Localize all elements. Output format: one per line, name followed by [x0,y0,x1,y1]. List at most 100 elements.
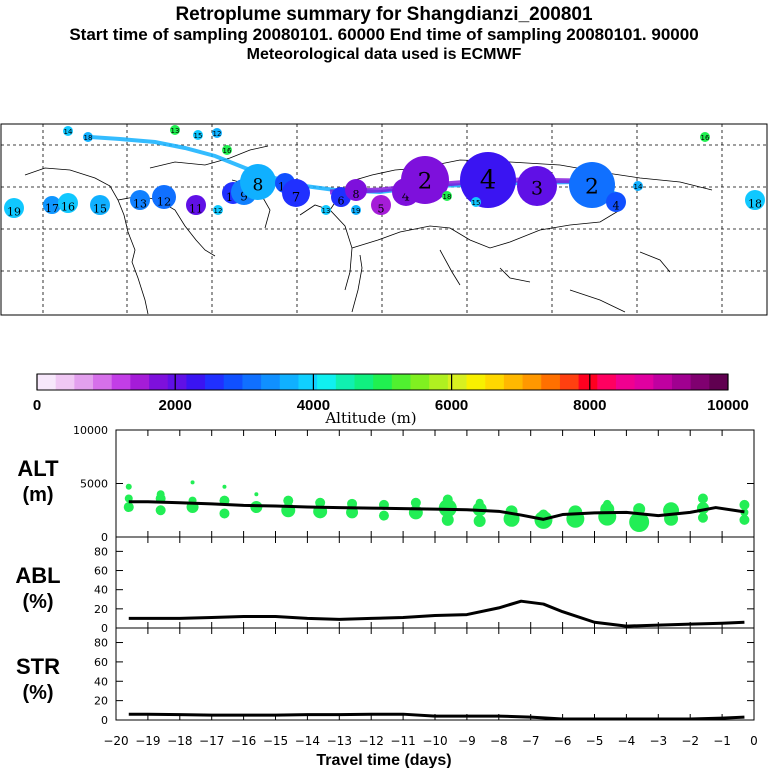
small-cluster-marker [321,205,331,215]
small-cluster-marker [193,130,203,140]
altitude-dot [603,499,612,508]
colorbar-swatch [298,374,318,390]
alt-panel: ALT (m) 10000 5000 0 [17,424,755,544]
cluster-marker [517,166,557,206]
small-cluster: 15 [471,197,481,207]
cluster-marker [569,162,615,208]
cluster-number: 18 [748,198,762,211]
x-axis-label: Travel time (days) [316,752,451,768]
colorbar-swatch [485,374,505,390]
plume-cluster: 8 [240,164,276,200]
colorbar-swatch [186,374,206,390]
cluster-number: 15 [93,203,107,216]
plume-cluster: 4 [606,192,626,213]
x-tick-label: 0 [750,734,758,748]
plume-cluster: 19 [4,198,24,219]
altitude-dot [283,495,294,506]
small-cluster-marker [213,205,223,215]
sampling-period: Start time of sampling 20080101. 60000 E… [69,25,699,44]
y-tick-label: 80 [94,637,108,650]
colorbar-swatch [709,374,729,390]
x-tick-label: −10 [422,734,447,748]
colorbar-swatch [37,374,57,390]
cluster-marker [282,179,310,207]
small-cluster-number: 16 [701,134,710,142]
cluster-number: 8 [253,175,264,195]
cluster-marker [460,152,516,208]
x-tick-label: −16 [231,734,256,748]
abl-label: ABL [15,563,60,588]
altitude-dot [315,497,326,508]
colorbar-swatch [205,374,225,390]
y-tick-label: 0 [101,531,108,544]
x-tick-label: −7 [522,734,540,748]
colorbar-swatch [578,374,598,390]
colorbar-swatch [597,374,617,390]
x-tick-label: −19 [135,734,160,748]
colorbar-swatch [447,374,467,390]
colorbar-swatch [279,374,299,390]
x-axis-ticks: −20 −19 −18 −17 −16 −15 −14 −13 −12 −11 −10 −9 −8 −7−… [103,734,757,748]
plume-cluster: 15 [90,195,110,216]
cluster-number: 5 [378,203,385,216]
altitude-dot [155,505,166,516]
cluster-marker [345,179,367,201]
small-cluster-number: 16 [223,147,232,155]
colorbar-tick-label: 0 [33,397,41,414]
altitude-dot [441,513,454,526]
small-cluster-marker [212,128,222,138]
small-cluster-number: 18 [443,193,452,201]
altitude-dot [739,514,750,525]
cluster-number: 17 [45,202,59,215]
x-tick-label: −14 [295,734,320,748]
cluster-number: 12 [157,194,172,208]
cluster-number: 2 [585,174,599,199]
cluster-number: 11 [189,203,203,216]
y-tick-label: 20 [94,603,108,616]
alt-label: ALT [17,456,59,481]
x-tick-label: −5 [586,734,604,748]
altitude-dot [629,512,650,533]
cluster-number: 2 [418,168,433,194]
str-unit-label: (%) [22,682,53,704]
altitude-dot [222,484,227,489]
cluster-marker [43,196,61,214]
altitude-dot [475,498,484,507]
plume-cluster: 17 [43,196,61,215]
plume-cluster: 3 [517,166,557,206]
altitude-dot [410,497,421,508]
x-tick-label: −4 [618,734,636,748]
plume-cluster: 12 [152,185,176,209]
cluster-marker [186,195,206,215]
small-cluster-number: 19 [352,207,361,215]
small-cluster-number: 12 [213,130,222,138]
small-cluster-labels: 14 18 13 15 12 16 13 19 18 15 14 16 12 [63,125,710,215]
cluster-marker [152,185,176,209]
altitude-colorbar: 0 2000 4000 6000 8000 10000 [33,373,749,414]
panel-frame [115,627,755,721]
small-cluster-number: 14 [64,128,73,136]
small-cluster-number: 18 [84,134,93,142]
cluster-marker [240,164,276,200]
cluster-number: 7 [292,190,300,205]
abl-panel: ABL (%) 80 60 40 20 0 [15,536,755,635]
plume-cluster: 8 [345,179,367,201]
altitude-dot [739,499,750,510]
altitude-dot [254,492,259,497]
colorbar-swatch [503,374,523,390]
y-tick-label: 0 [101,714,108,727]
colorbar-swatch [93,374,113,390]
colorbar-swatch [391,374,411,390]
colorbar-swatch [167,374,187,390]
altitude-dot [190,480,195,485]
colorbar-swatch [317,374,337,390]
colorbar-swatch [690,374,710,390]
colorbar-swatch [261,374,281,390]
colorbar-swatch [74,374,94,390]
colorbar-label: Altitude (m) [324,409,416,427]
abl-unit-label: (%) [22,591,53,613]
x-tick-label: −12 [359,734,384,748]
colorbar-swatch [466,374,486,390]
small-cluster-marker [351,205,361,215]
cluster-marker [745,190,765,210]
